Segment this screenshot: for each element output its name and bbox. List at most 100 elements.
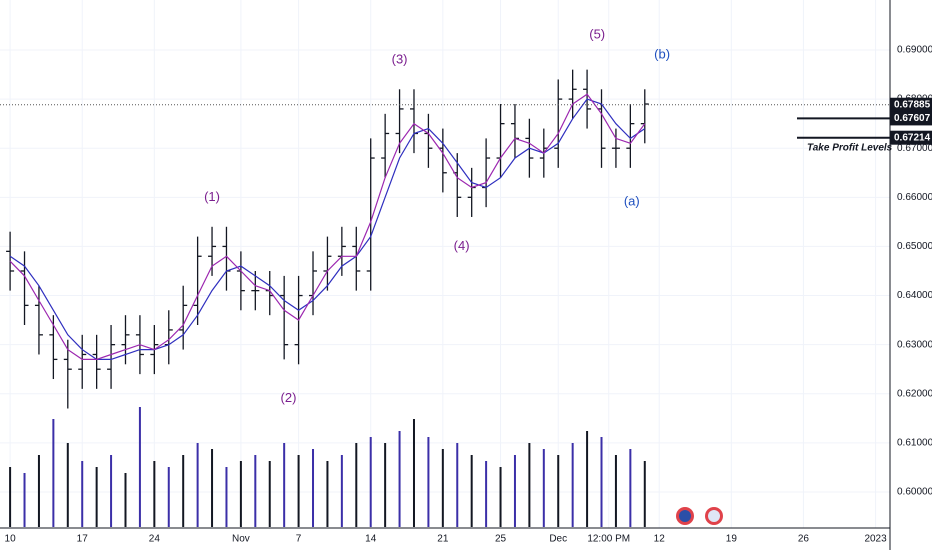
y-tick-label: 0.65000 — [897, 241, 932, 252]
volume-bar — [427, 437, 430, 527]
volume — [9, 407, 646, 527]
volume-bar — [297, 455, 300, 527]
volume-bar — [340, 455, 343, 527]
ohlc-bar — [193, 236, 202, 326]
volume-bar — [528, 443, 531, 527]
volume-bar — [167, 467, 170, 527]
volume-bar — [110, 455, 113, 527]
volume-bar — [441, 449, 444, 527]
volume-bar — [254, 455, 257, 527]
take-profit-box — [890, 130, 932, 145]
x-tick-label: 24 — [149, 534, 161, 545]
ohlc-bar — [107, 325, 116, 389]
ohlc-bar — [568, 69, 577, 119]
wave-label: (5) — [589, 27, 605, 42]
volume-bar — [499, 467, 502, 527]
ohlc-bar — [121, 315, 130, 365]
last-price-label: 0.67885 — [894, 99, 931, 110]
ohlc-bar — [352, 226, 361, 291]
y-tick-label: 0.64000 — [897, 290, 932, 301]
x-tick-label: 7 — [296, 534, 302, 545]
volume-bar — [629, 449, 632, 527]
ohlc-bar — [179, 285, 188, 350]
moving-average — [9, 98, 646, 360]
ohlc-bar — [626, 104, 635, 168]
moving-average — [9, 93, 646, 360]
x-tick-label: 10 — [5, 534, 17, 545]
volume-bar — [9, 467, 12, 527]
wave-label: (4) — [454, 238, 470, 253]
wave-label: (3) — [392, 51, 408, 66]
volume-bar — [513, 455, 516, 527]
volume-bar — [326, 461, 329, 527]
y-tick-label: 0.60000 — [897, 487, 932, 498]
ohlc-bar — [20, 251, 29, 326]
volume-bar — [456, 443, 459, 527]
take-profit-label: Take Profit Levels — [807, 142, 893, 153]
x-tick-label: Nov — [232, 534, 250, 545]
volume-bar — [153, 461, 156, 527]
x-tick-label: 25 — [495, 534, 507, 545]
volume-bar — [571, 443, 574, 527]
ohlc-bar — [92, 334, 101, 389]
take-profit-box — [890, 111, 932, 126]
x-tick-label: 19 — [726, 534, 738, 545]
y-tick-label: 0.63000 — [897, 339, 932, 350]
ohlc-bar — [280, 275, 289, 360]
volume-bar — [23, 473, 26, 527]
ohlc-bar — [611, 128, 620, 168]
x-tick-label: 12:00 PM — [587, 534, 630, 545]
wave-label: (2) — [281, 390, 297, 405]
wave-label: (a) — [624, 194, 640, 209]
volume-bar — [355, 443, 358, 527]
volume-bar — [614, 455, 617, 527]
volume-bar — [37, 455, 40, 527]
ohlc-bar — [251, 270, 260, 311]
volume-bar — [412, 419, 415, 527]
volume-bar — [398, 431, 401, 527]
ohlc-bar — [78, 334, 87, 389]
take-profit-value: 0.67214 — [894, 132, 931, 143]
volume-bar — [66, 443, 69, 527]
x-tick-label: 12 — [654, 534, 666, 545]
wave-label: (1) — [204, 189, 220, 204]
x-tick-label: 26 — [798, 534, 810, 545]
y-tick-label: 0.62000 — [897, 388, 932, 399]
x-tick-label: 21 — [437, 534, 449, 545]
y-tick-label: 0.67000 — [897, 143, 932, 154]
volume-bar — [225, 467, 228, 527]
volume-bar — [470, 455, 473, 527]
volume-bar — [643, 461, 646, 527]
volume-bar — [182, 455, 185, 527]
y-tick-label: 0.66000 — [897, 192, 932, 203]
ohlc-bar — [63, 339, 72, 409]
volume-bar — [124, 473, 127, 527]
ohlc-bar — [554, 79, 563, 168]
ohlc-bar — [6, 231, 15, 291]
volume-bar — [52, 419, 55, 527]
take-profit-value: 0.67607 — [894, 113, 931, 124]
volume-bar — [369, 437, 372, 527]
ohlc-bar — [366, 138, 375, 291]
x-tick-label: 14 — [365, 534, 377, 545]
volume-bar — [600, 437, 603, 527]
event-flags — [676, 507, 723, 525]
volume-bar — [239, 461, 242, 527]
volume-bar — [196, 443, 199, 527]
ohlc-bar — [34, 285, 43, 355]
wave-label: (b) — [654, 46, 670, 61]
volume-bar — [138, 407, 141, 527]
x-tick-label: 17 — [77, 534, 89, 545]
volume-bar — [312, 449, 315, 527]
volume-bar — [586, 431, 589, 527]
y-tick-label: 0.61000 — [897, 438, 932, 449]
x-tick-label: 2023 — [864, 534, 887, 545]
volume-bar — [542, 449, 545, 527]
y-tick-label: 0.69000 — [897, 45, 932, 56]
volume-bar — [211, 449, 214, 527]
volume-bar — [283, 443, 286, 527]
volume-bar — [95, 467, 98, 527]
ohlc-bar — [381, 113, 390, 178]
